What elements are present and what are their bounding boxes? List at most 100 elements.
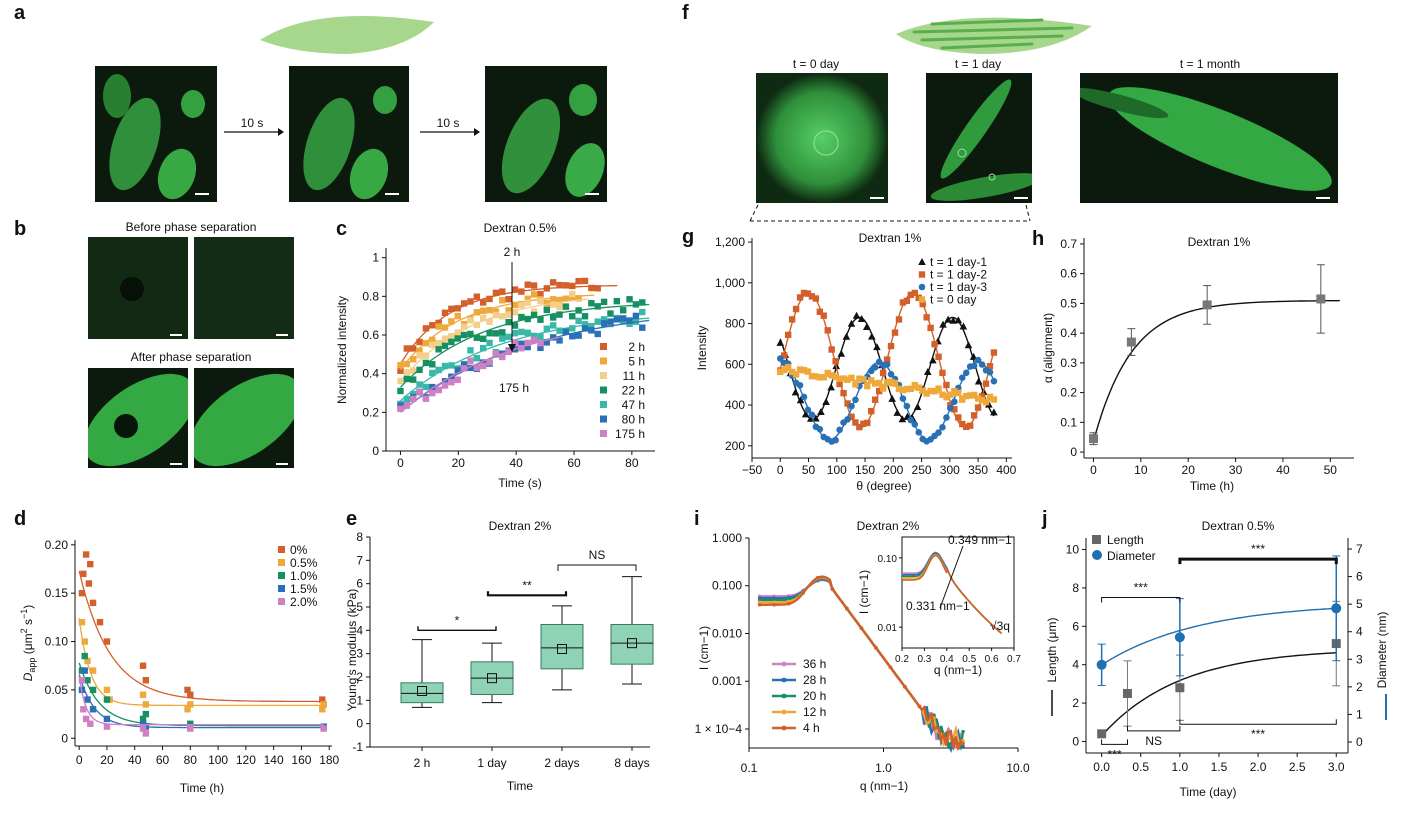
fit-line: [400, 303, 650, 388]
data-point: [832, 436, 839, 444]
x-tick-label: 40: [128, 753, 142, 767]
data-point: [473, 321, 481, 328]
data-point: [613, 297, 621, 305]
data-point: [479, 335, 487, 342]
y-tick-label: 8: [356, 530, 363, 544]
data-point: [872, 396, 879, 403]
data-point: [84, 677, 91, 684]
x-tick-label: 0.7: [1007, 654, 1021, 665]
x-axis-label: q (nm−1): [860, 779, 908, 793]
data-point: [632, 301, 640, 308]
y-tick-label: 0.05: [45, 683, 69, 697]
y-tick-label: 0.4: [362, 367, 379, 381]
legend-label: 12 h: [803, 705, 826, 719]
legend-label: t = 1 day-1: [930, 255, 987, 269]
x-tick-label: 10: [1134, 463, 1148, 477]
x-tick-label: 0.5: [962, 654, 976, 665]
box: [400, 682, 444, 704]
data-point: [511, 286, 519, 293]
data-point: [898, 415, 907, 423]
legend-label: Diameter: [1107, 549, 1156, 563]
y-tick-label: 1: [1356, 707, 1363, 721]
data-point: [429, 361, 436, 368]
data-point: [409, 376, 417, 383]
legend-label: 36 h: [803, 657, 826, 671]
data-point: [923, 314, 930, 321]
data-point: [913, 403, 922, 411]
data-point: [1174, 632, 1185, 643]
y-tick-label: 1: [356, 693, 363, 707]
chart-title: Dextran 0.5%: [484, 221, 557, 235]
y-tick-label: 6: [1072, 619, 1079, 633]
data-point: [492, 289, 500, 297]
y-axis-label-left: Length (μm): [1045, 618, 1059, 683]
data-point: [594, 285, 601, 292]
data-point: [796, 381, 804, 389]
data-point: [961, 729, 965, 734]
data-point: [82, 715, 90, 723]
data-point: [594, 318, 601, 325]
data-point: [549, 322, 557, 329]
chart-title: Dextran 2%: [857, 519, 920, 533]
data-point: [943, 394, 950, 401]
data-point: [581, 325, 589, 332]
x-tick-label: 100: [208, 753, 228, 767]
data-point: [852, 311, 861, 319]
data-point: [808, 293, 816, 300]
data-point: [422, 383, 430, 391]
x-tick-label: 0.0: [1093, 760, 1110, 774]
y-axis-label: Young's modulus (kPa): [345, 589, 359, 712]
data-point: [978, 361, 986, 368]
legend-marker: [600, 343, 607, 350]
y-tick-label: 400: [725, 398, 745, 412]
data-point: [556, 297, 563, 304]
data-point: [588, 322, 595, 330]
data-point: [911, 421, 919, 428]
legend-label: 47 h: [622, 398, 645, 412]
y-tick-label: 0.010: [712, 626, 742, 640]
x-tick-label: 150: [855, 463, 875, 477]
data-point: [959, 322, 968, 330]
x-tick-label: 1.0: [875, 761, 892, 775]
significance-label: *: [455, 613, 460, 627]
data-point: [524, 295, 531, 303]
significance-bracket: [1127, 725, 1181, 732]
data-point: [844, 416, 851, 423]
y-tick-label: 0.20: [45, 538, 69, 552]
data-point: [895, 385, 903, 393]
data-point: [812, 295, 820, 302]
micrograph-f1: [756, 73, 888, 203]
data-point: [822, 398, 830, 406]
data-point: [403, 345, 411, 352]
x-tick-label: 80: [184, 753, 198, 767]
y-tick-label: 0.2: [1060, 386, 1077, 400]
data-point: [473, 309, 481, 316]
data-point: [467, 357, 474, 364]
x-tick-label: 8 days: [614, 756, 649, 770]
chart-title: Dextran 1%: [859, 231, 922, 245]
x-tick-label: 100: [827, 463, 847, 477]
data-point: [403, 402, 411, 409]
legend-marker: [918, 258, 926, 265]
data-point: [943, 414, 950, 421]
data-point: [467, 347, 474, 354]
data-point: [581, 277, 589, 285]
legend-marker: [600, 430, 607, 437]
data-point: [757, 602, 762, 607]
y-tick-label: 5: [1356, 597, 1363, 611]
y-axis-label: α (alignment): [1041, 313, 1055, 383]
data-point: [403, 369, 411, 376]
data-point: [467, 298, 474, 305]
data-point: [441, 382, 449, 389]
data-point: [448, 305, 455, 313]
y-tick-label: 8: [1072, 581, 1079, 595]
y-tick-label: 6: [356, 577, 363, 591]
data-point: [1316, 294, 1326, 304]
fit-line: [78, 676, 324, 726]
data-point: [812, 373, 820, 380]
data-point: [812, 414, 820, 422]
y-tick-label: 4: [1356, 625, 1363, 639]
legend-label: 0.5%: [290, 556, 318, 570]
legend-label: 5 h: [628, 355, 645, 369]
y-tick-label: 600: [725, 357, 745, 371]
